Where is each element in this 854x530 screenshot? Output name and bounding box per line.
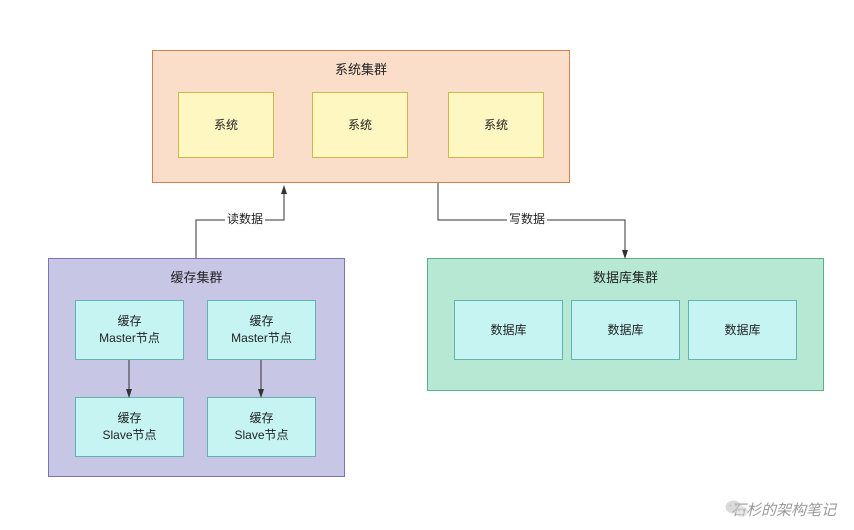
system-cluster-title: 系统集群 [153, 59, 569, 78]
database-node-3: 数据库 [688, 300, 797, 360]
cache-master-2: 缓存 Master节点 [207, 300, 316, 360]
edge-write-label: 写数据 [507, 210, 547, 227]
database-node-2: 数据库 [571, 300, 680, 360]
database-node-1: 数据库 [454, 300, 563, 360]
system-node-1: 系统 [178, 92, 274, 158]
watermark: 石杉的架构笔记 [725, 499, 836, 520]
watermark-text: 石杉的架构笔记 [731, 499, 836, 520]
system-node-3: 系统 [448, 92, 544, 158]
db-cluster-title: 数据库集群 [428, 267, 823, 286]
edge-read-label: 读数据 [225, 210, 265, 227]
cache-cluster-title: 缓存集群 [49, 267, 344, 286]
cache-master-1: 缓存 Master节点 [75, 300, 184, 360]
cache-slave-2: 缓存 Slave节点 [207, 397, 316, 457]
system-node-2: 系统 [312, 92, 408, 158]
cache-slave-1: 缓存 Slave节点 [75, 397, 184, 457]
